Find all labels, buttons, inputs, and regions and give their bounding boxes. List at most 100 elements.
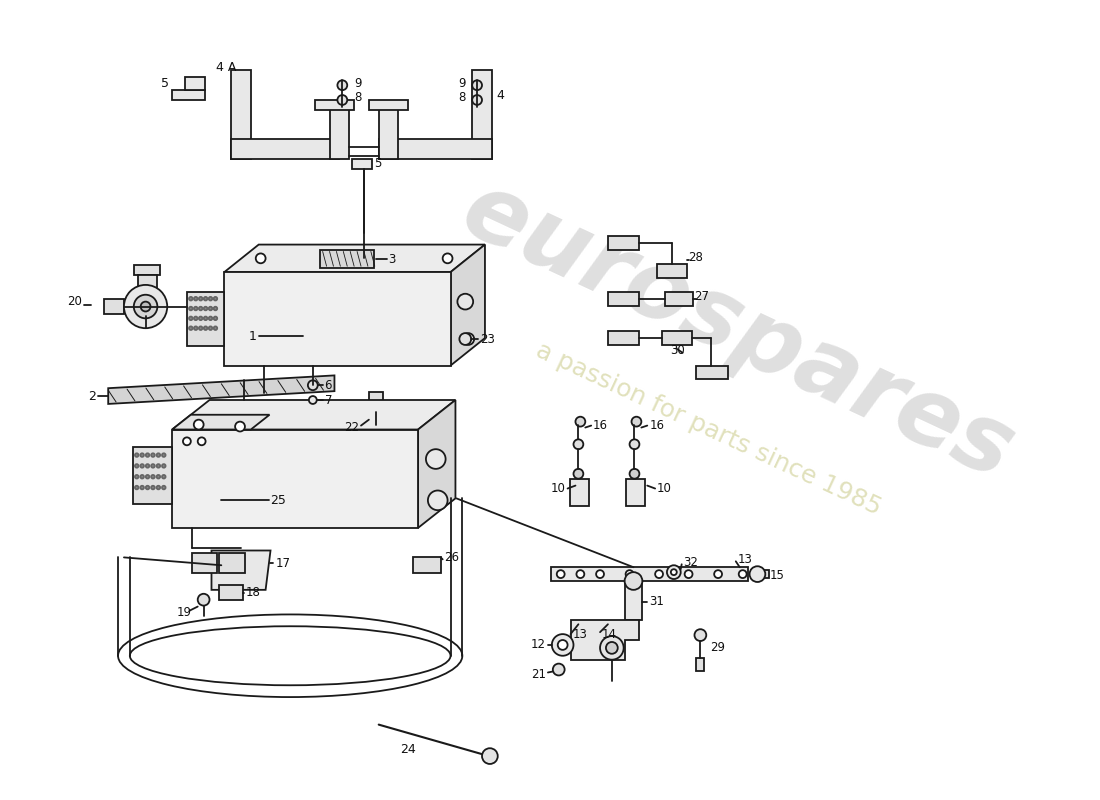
Circle shape [141,454,144,457]
Polygon shape [231,70,251,159]
Circle shape [558,640,568,650]
Circle shape [235,422,245,431]
Text: 19: 19 [177,606,191,619]
Text: 18: 18 [246,586,261,599]
Circle shape [442,254,452,263]
Circle shape [189,317,192,320]
Circle shape [596,570,604,578]
Text: 10: 10 [551,482,565,495]
Bar [551,567,748,581]
Circle shape [146,486,150,490]
Bar [657,264,686,278]
Bar [570,478,590,506]
Circle shape [209,306,212,310]
Circle shape [749,566,766,582]
Text: 4: 4 [497,89,505,102]
Text: a passion for parts since 1985: a passion for parts since 1985 [531,338,884,520]
Circle shape [156,475,161,478]
Polygon shape [378,105,398,159]
Circle shape [209,326,212,330]
Circle shape [629,469,639,478]
Circle shape [426,449,446,469]
Circle shape [557,570,564,578]
Text: 14: 14 [602,628,617,641]
Bar [133,447,172,504]
Polygon shape [138,275,157,297]
Polygon shape [571,620,639,660]
Circle shape [198,438,206,446]
Text: 25: 25 [271,494,286,507]
Circle shape [626,570,634,578]
Circle shape [213,326,217,330]
Text: 17: 17 [275,557,290,570]
Circle shape [308,380,318,390]
Polygon shape [472,70,492,159]
Bar [696,658,704,671]
Circle shape [194,297,198,301]
Circle shape [553,664,564,675]
Text: eurospares: eurospares [448,163,1028,499]
Circle shape [739,570,747,578]
Circle shape [135,486,139,490]
Circle shape [209,297,212,301]
Circle shape [156,454,161,457]
Circle shape [460,333,471,345]
Circle shape [694,629,706,641]
Text: 4 A: 4 A [217,61,236,74]
Circle shape [189,297,192,301]
Circle shape [714,570,722,578]
Circle shape [151,475,155,478]
Text: 8: 8 [354,90,362,103]
Polygon shape [172,400,455,430]
Polygon shape [368,100,408,110]
Circle shape [151,464,155,468]
Circle shape [146,454,150,457]
Circle shape [146,475,150,478]
Circle shape [462,333,474,345]
Circle shape [629,439,639,449]
Circle shape [194,317,198,320]
Circle shape [213,317,217,320]
Polygon shape [231,139,340,159]
Text: 22: 22 [344,421,359,434]
Circle shape [199,297,202,301]
Polygon shape [418,400,455,528]
Circle shape [194,306,198,310]
Polygon shape [330,105,349,159]
Text: 7: 7 [324,394,332,406]
Circle shape [199,317,202,320]
Circle shape [600,636,624,660]
Text: 31: 31 [649,595,664,608]
Circle shape [199,326,202,330]
Bar [666,292,693,306]
Circle shape [141,486,144,490]
Text: 30: 30 [670,344,684,358]
Text: 27: 27 [694,290,710,303]
Bar [608,331,639,345]
Bar [414,558,441,573]
Polygon shape [108,375,334,404]
Circle shape [482,748,497,764]
Circle shape [194,420,204,430]
Circle shape [209,317,212,320]
Polygon shape [134,266,161,275]
Polygon shape [211,550,271,590]
Circle shape [156,486,161,490]
Circle shape [189,326,192,330]
Circle shape [428,490,448,510]
Text: 26: 26 [444,551,460,564]
Circle shape [458,294,473,310]
Text: 9: 9 [354,77,362,90]
Circle shape [194,326,198,330]
Circle shape [656,570,663,578]
Text: 5: 5 [374,158,382,170]
Polygon shape [172,90,205,100]
Bar [187,292,224,346]
Circle shape [134,294,157,318]
Circle shape [667,566,681,579]
Circle shape [199,306,202,310]
Text: 8: 8 [458,90,465,103]
Circle shape [472,80,482,90]
Circle shape [625,572,642,590]
Polygon shape [662,331,692,345]
